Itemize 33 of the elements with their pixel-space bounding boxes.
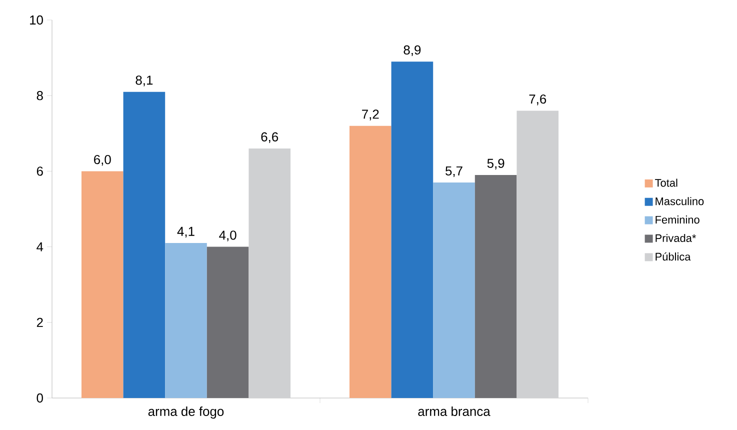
data-label: 6,6	[261, 132, 278, 143]
bar	[248, 148, 291, 398]
data-label: 5,9	[487, 158, 504, 170]
x-tick-label: arma de fogo	[148, 406, 224, 419]
x-tick-label: arma branca	[418, 406, 490, 416]
bar	[123, 92, 166, 398]
legend-label: Privada*	[656, 234, 696, 242]
y-tick-label: 6	[36, 166, 43, 176]
legend-label: Pública	[656, 252, 691, 261]
y-tick-label: 2	[36, 318, 43, 327]
legend-label: Feminino	[656, 216, 700, 224]
bar	[474, 174, 517, 398]
y-tick-label: 8	[36, 91, 43, 100]
data-label: 5,7	[446, 166, 462, 178]
bar	[206, 246, 249, 398]
data-label: 8,1	[136, 76, 153, 86]
y-tick-label: 4	[36, 242, 44, 252]
bar	[165, 243, 207, 398]
data-label: 6,0	[94, 154, 111, 166]
data-label: 8,9	[404, 45, 421, 56]
bar	[433, 182, 475, 398]
bar	[391, 62, 434, 398]
y-tick-label: 10	[30, 15, 43, 25]
bar	[349, 126, 392, 398]
legend-label: Total	[655, 178, 678, 187]
y-tick-label: 0	[36, 393, 43, 403]
bar	[81, 171, 124, 398]
data-label: 4,0	[219, 230, 236, 242]
data-label: 4,1	[177, 226, 194, 238]
bar	[516, 110, 559, 398]
data-label: 7,6	[529, 94, 546, 106]
legend-label: Masculino	[656, 197, 704, 206]
data-label: 7,2	[362, 110, 379, 120]
